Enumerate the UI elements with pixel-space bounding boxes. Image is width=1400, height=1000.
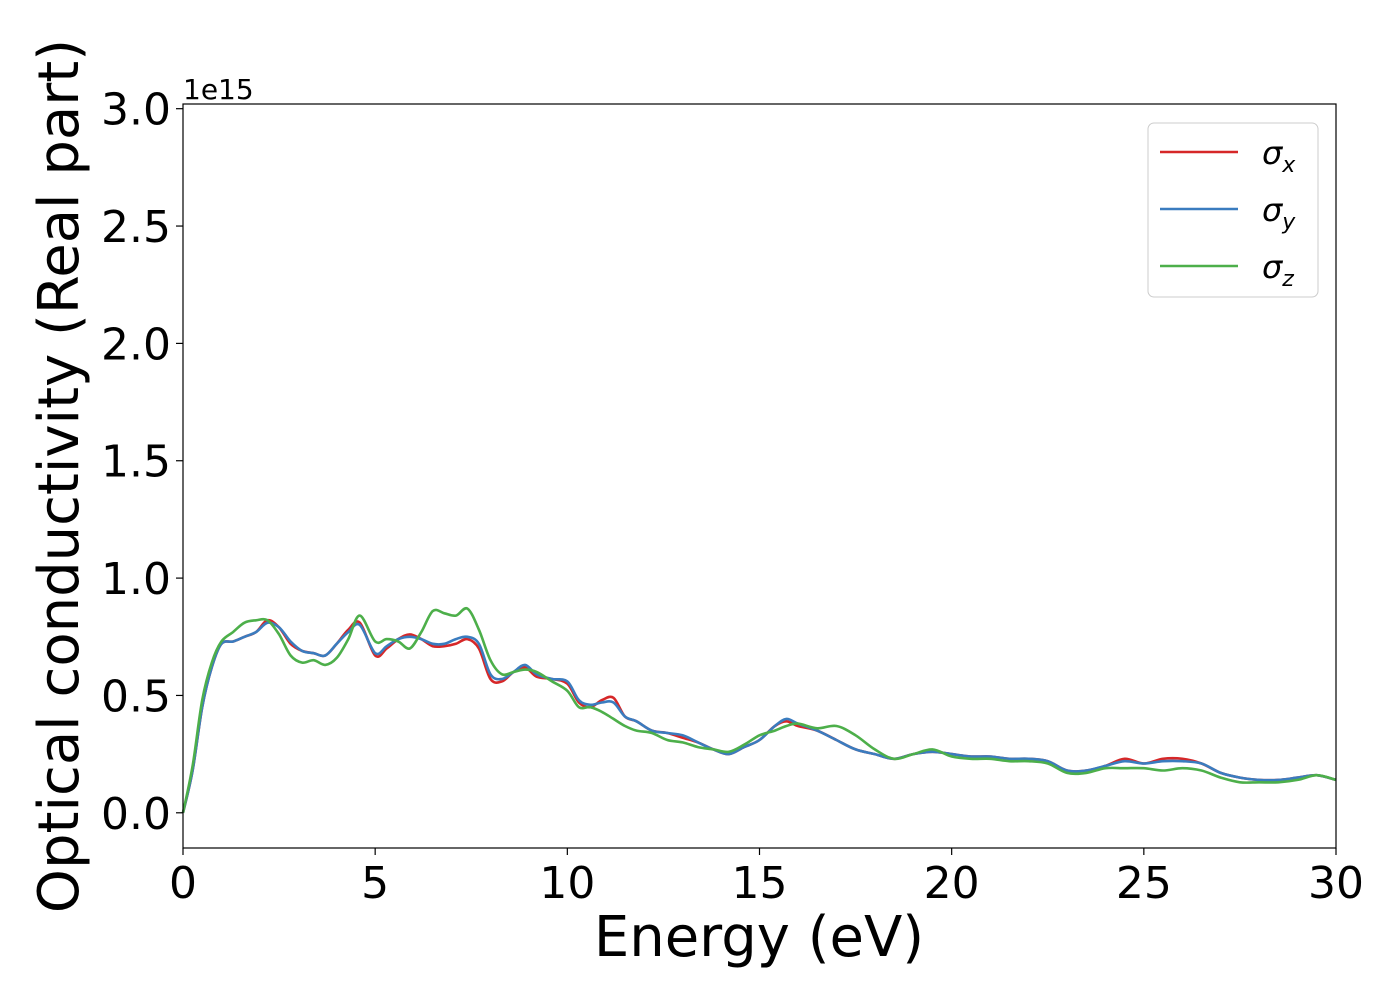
x-tick-label: 30 [1308,858,1364,909]
y-tick-label: 3.0 [101,85,171,136]
legend-label-z: σz [1262,248,1294,292]
series-line-z [181,606,1337,814]
y-tick-label: 0.5 [101,671,171,722]
x-tick-label: 0 [169,858,197,909]
y-tick-label: 1.5 [101,437,171,488]
x-axis-title: Energy (eV) [594,905,924,970]
x-tick-label: 25 [1116,858,1172,909]
y-tick-label: 2.0 [101,319,171,370]
y-tick-label: 2.5 [101,202,171,253]
y-axis-title: Optical conductivity (Real part) [27,39,92,913]
legend-label-y: σy [1262,191,1296,235]
y-axis: 0.0 0.5 1.0 1.5 2.0 2.5 3.0 [101,85,183,840]
x-tick-label: 20 [924,858,980,909]
series-layer [181,606,1337,814]
plot-area [183,104,1336,848]
x-tick-label: 15 [732,858,788,909]
x-tick-label: 5 [361,858,389,909]
y-offset-label: 1e15 [183,73,254,106]
legend-items: σx σy σz [1160,134,1296,292]
y-tick-label: 1.0 [101,554,171,605]
x-axis: 0 5 10 15 20 25 30 [169,848,1364,909]
series-line-y [181,621,1337,814]
legend: σx σy σz [1147,122,1319,298]
x-tick-label: 10 [539,858,595,909]
legend-label-x: σx [1262,134,1296,178]
y-tick-label: 0.0 [101,789,171,840]
